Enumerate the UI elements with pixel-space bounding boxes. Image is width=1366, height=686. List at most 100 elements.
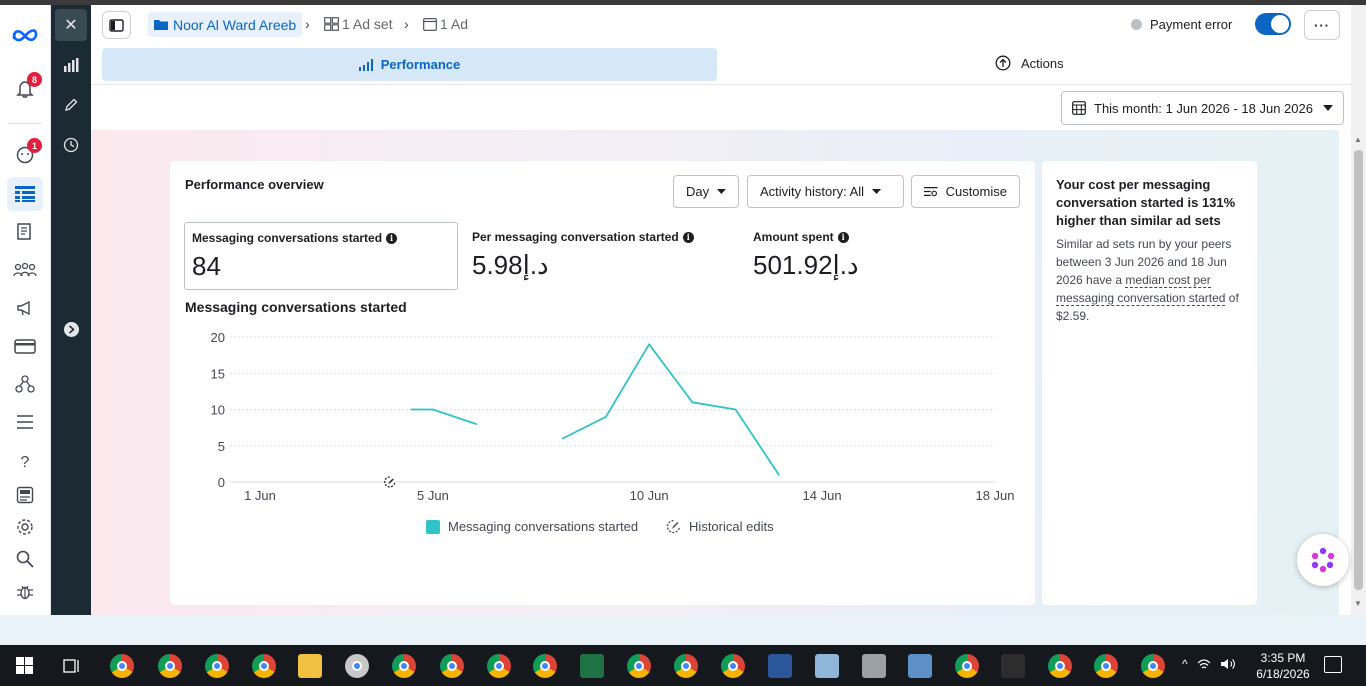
audiences-icon[interactable] [7, 253, 43, 287]
historical-edit-marker[interactable] [384, 476, 396, 488]
more-options-button[interactable]: ··· [1304, 10, 1340, 40]
legend-item-historical-edits[interactable]: Historical edits [666, 519, 774, 534]
all-tools-menu-icon[interactable] [7, 405, 43, 439]
assistant-flower-icon [1311, 547, 1335, 573]
metric-amount-spent[interactable]: Amount spent i 501.92د.إ [746, 222, 1016, 290]
chrome-icon[interactable] [533, 654, 557, 678]
chart-title: Messaging conversations started [185, 299, 407, 315]
bar-chart-icon [358, 58, 373, 71]
activity-history-select[interactable]: Activity history: All [747, 175, 904, 208]
breadcrumb-ad[interactable]: 1 Ad [423, 16, 468, 32]
billing-card-icon[interactable] [7, 329, 43, 363]
campaigns-megaphone-icon[interactable] [7, 291, 43, 325]
chrome-icon[interactable] [487, 654, 511, 678]
breadcrumb-campaign[interactable]: Noor Al Ward Areeb [148, 12, 303, 37]
legend-item-series[interactable]: Messaging conversations started [426, 519, 638, 534]
excel-icon[interactable] [580, 654, 604, 678]
info-icon[interactable]: i [837, 231, 849, 243]
clock-time: 3:35 PM [1260, 651, 1306, 665]
edit-pencil-icon[interactable] [55, 89, 87, 121]
performance-overview-card: Performance overview Day Activity histor… [170, 161, 1035, 605]
scroll-down-arrow-icon[interactable]: ▼ [1354, 599, 1362, 608]
payment-status: Payment error [1131, 17, 1232, 32]
calculator-icon[interactable] [862, 654, 886, 678]
tray-chevron-up-icon[interactable]: ^ [1182, 657, 1188, 671]
paint-icon[interactable] [345, 654, 369, 678]
tab-performance[interactable]: Performance [102, 48, 717, 81]
toggle-panel-button[interactable] [102, 11, 131, 39]
breadcrumb-adset[interactable]: 1 Ad set [324, 16, 393, 32]
info-icon[interactable]: i [386, 232, 398, 244]
chrome-icon[interactable] [1094, 654, 1118, 678]
date-range-picker[interactable]: This month: 1 Jun 2026 - 18 Jun 2026 [1061, 91, 1344, 125]
insight-median-link[interactable]: median cost per messaging conversation s… [1056, 273, 1226, 306]
chrome-icon[interactable] [721, 654, 745, 678]
customise-label: Customise [945, 184, 1007, 199]
windows-start-icon[interactable] [16, 657, 33, 674]
taskbar-clock[interactable]: 3:35 PM 6/18/2026 [1250, 650, 1316, 682]
settings-gear-icon[interactable] [7, 510, 43, 544]
breadcrumb-ad-label: 1 Ad [440, 16, 469, 32]
notes-icon[interactable] [815, 654, 839, 678]
metric-label: Amount spent [753, 230, 834, 244]
chrome-center [352, 661, 362, 671]
chrome-icon[interactable] [1048, 654, 1072, 678]
x-tick-label: 5 Jun [417, 488, 449, 503]
business-assets-icon[interactable] [7, 367, 43, 401]
ai-assistant-button[interactable] [1297, 534, 1349, 586]
ad-on-off-toggle[interactable] [1255, 13, 1291, 35]
tab-actions[interactable]: Actions [995, 55, 1064, 71]
help-icon[interactable]: ? [20, 454, 30, 471]
wifi-icon[interactable] [1197, 658, 1211, 670]
report-bug-icon[interactable] [7, 575, 43, 609]
chrome-icon[interactable] [1141, 654, 1165, 678]
charts-icon[interactable] [55, 49, 87, 81]
chrome-icon[interactable] [158, 654, 182, 678]
data-point [734, 408, 737, 411]
payment-status-label: Payment error [1150, 17, 1233, 32]
meta-logo-icon[interactable] [7, 17, 43, 51]
tab-performance-label: Performance [380, 57, 461, 72]
chrome-icon[interactable] [627, 654, 651, 678]
word-icon[interactable] [768, 654, 792, 678]
x-tick-label: 10 Jun [630, 488, 669, 503]
data-point [561, 437, 564, 440]
messages-badge: 1 [27, 138, 42, 153]
terminal-icon[interactable] [1001, 654, 1025, 678]
info-icon[interactable]: i [682, 231, 694, 243]
chrome-icon[interactable] [392, 654, 416, 678]
chrome-icon[interactable] [205, 654, 229, 678]
chrome-icon[interactable] [955, 654, 979, 678]
reports-icon[interactable] [7, 478, 43, 512]
insight-body: Similar ad sets run by your peers betwee… [1056, 235, 1243, 325]
customise-button[interactable]: Customise [911, 175, 1020, 208]
pages-icon[interactable] [7, 215, 43, 249]
search-icon[interactable] [7, 542, 43, 576]
chrome-icon[interactable] [252, 654, 276, 678]
insight-panel: Your cost per messaging conversation sta… [1042, 161, 1257, 605]
chrome-center [728, 661, 738, 671]
inbox-icon[interactable]: 1 [7, 138, 43, 172]
chrome-icon[interactable] [110, 654, 134, 678]
remote-desktop-icon[interactable] [908, 654, 932, 678]
notification-center-icon[interactable] [1324, 656, 1342, 673]
ads-manager-table-icon[interactable] [7, 177, 43, 211]
volume-icon[interactable] [1220, 658, 1236, 670]
history-clock-icon[interactable] [55, 129, 87, 161]
chrome-center [165, 661, 175, 671]
granularity-select[interactable]: Day [673, 175, 739, 208]
scroll-up-arrow-icon[interactable]: ▲ [1354, 135, 1362, 144]
close-icon[interactable]: ✕ [55, 9, 87, 41]
chrome-icon[interactable] [440, 654, 464, 678]
scrollbar-thumb[interactable] [1354, 150, 1363, 590]
metric-label-wrap: Amount spent i [753, 230, 1009, 244]
metric-cost-per-conversation[interactable]: Per messaging conversation started i 5.98… [465, 222, 735, 290]
file-explorer-icon[interactable] [298, 654, 322, 678]
chrome-icon[interactable] [674, 654, 698, 678]
data-point [777, 473, 780, 476]
task-view-icon[interactable] [63, 658, 81, 674]
metric-messaging-conversations[interactable]: Messaging conversations started i 84 [184, 222, 458, 290]
page-scrollbar[interactable]: ▲ ▼ [1351, 5, 1366, 615]
expand-chevron-icon[interactable] [64, 322, 79, 337]
notifications-bell-icon[interactable]: 8 [7, 72, 43, 106]
